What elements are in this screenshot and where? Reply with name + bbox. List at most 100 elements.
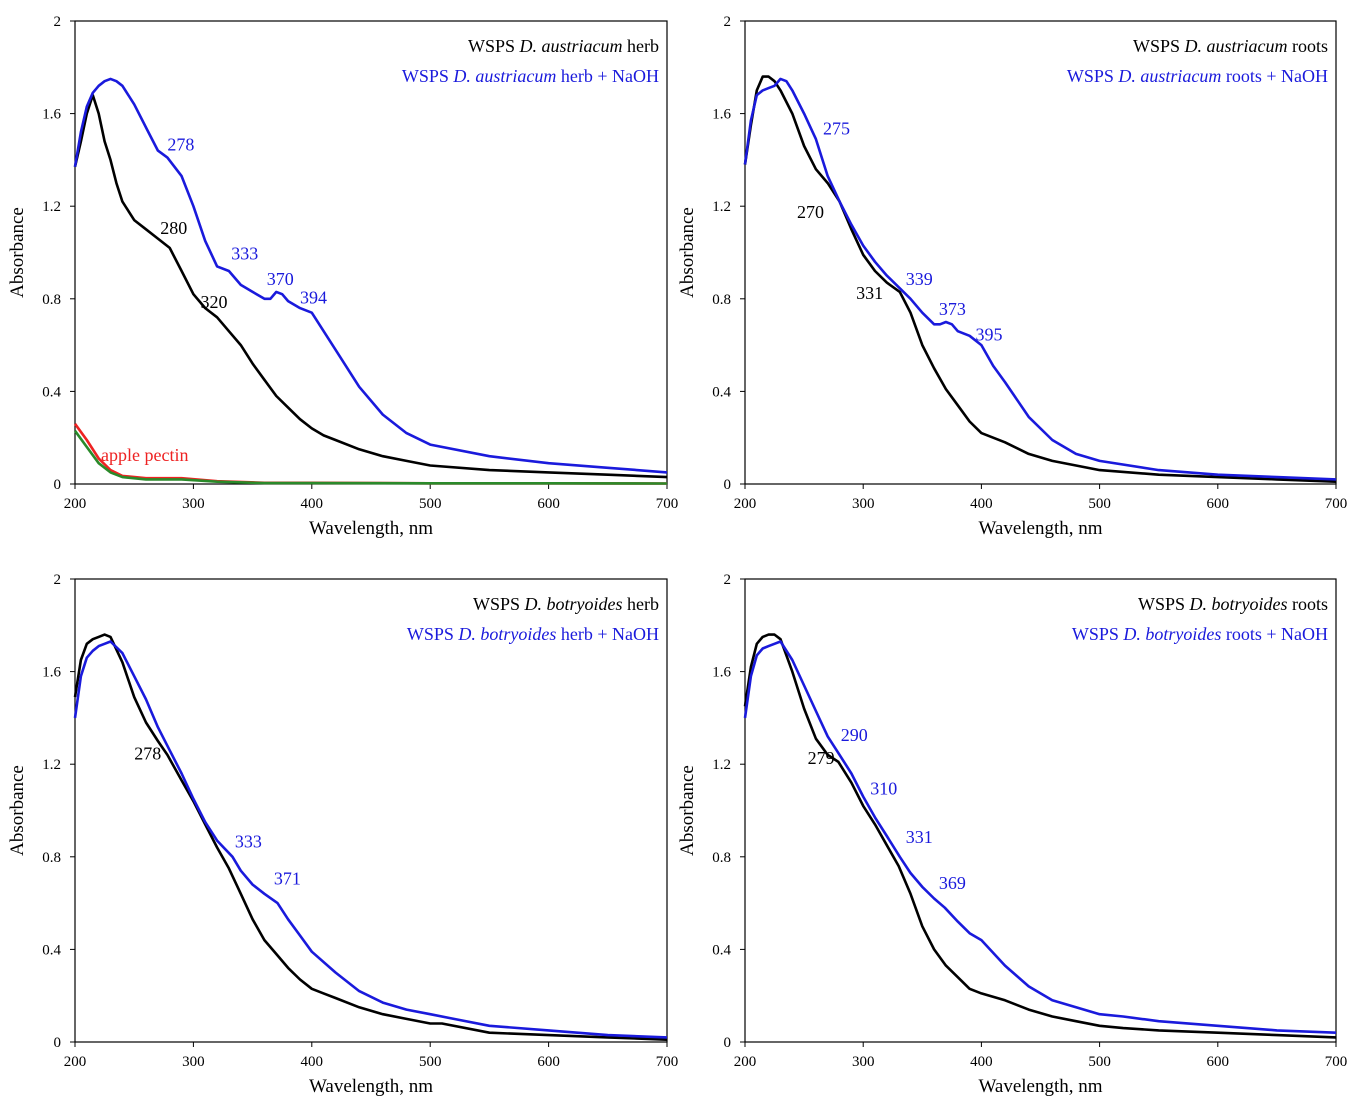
legend-species: D. botryoides [524, 594, 623, 614]
legend-entry: WSPS D. austriacum herb + NaOH [402, 66, 659, 86]
y-tick-label: 1.2 [42, 757, 61, 773]
peak-annotation: 333 [235, 832, 262, 852]
x-tick-label: 700 [656, 1054, 679, 1070]
y-tick-label: 0.4 [42, 942, 61, 958]
legend-suffix: roots [1288, 594, 1329, 614]
x-axis-label: Wavelength, nm [978, 518, 1102, 539]
legend-species: D. austriacum [1184, 36, 1288, 56]
legend-suffix: roots + NaOH [1221, 624, 1328, 644]
x-axis-label: Wavelength, nm [309, 1076, 433, 1097]
y-tick-label: 0.4 [42, 384, 61, 400]
legend-prefix: WSPS [473, 594, 525, 614]
legend-entry: WSPS D. botryoides roots + NaOH [1072, 624, 1328, 644]
y-axis-label: Absorbance [7, 207, 28, 298]
x-tick-label: 600 [1207, 1054, 1230, 1070]
peak-annotation: 275 [823, 118, 850, 138]
legend-entry: WSPS D. botryoides herb + NaOH [407, 624, 659, 644]
x-tick-label: 500 [419, 496, 442, 512]
chart-panel-2: 200 300 400 500 600 700 0 0.4 0.8 1.2 1.6 2 Waveleng… [677, 14, 1347, 539]
x-tick-label: 600 [1207, 496, 1230, 512]
y-tick-label: 1.6 [712, 665, 731, 681]
legend-prefix: WSPS [1133, 36, 1185, 56]
legend-species: D. botryoides [457, 624, 556, 644]
plot-frame [74, 20, 668, 485]
y-tick-label: 2 [724, 572, 732, 588]
x-tick-label: 400 [970, 496, 993, 512]
y-axis-label: Absorbance [677, 207, 698, 298]
peak-annotation: 270 [797, 202, 824, 222]
legend-species: D. austriacum [519, 36, 623, 56]
peak-annotation: 373 [939, 299, 966, 319]
peak-annotation: apple pectin [101, 445, 188, 465]
legend-species: D. austriacum [452, 66, 556, 86]
series-line-series-4 [73, 430, 668, 485]
legend-species: D. botryoides [1189, 594, 1288, 614]
chart-panel-3: 200 300 400 500 600 700 0 0.4 0.8 1.2 1.6 2 Waveleng… [7, 572, 678, 1097]
y-tick-label: 1.2 [42, 199, 61, 215]
legend-suffix: herb + NaOH [556, 624, 659, 644]
legend-species: D. botryoides [1122, 624, 1221, 644]
peak-annotation: 394 [300, 287, 327, 307]
x-tick-label: 500 [1088, 1054, 1111, 1070]
legend-entry: WSPS D. botryoides roots [1138, 594, 1328, 614]
series-line-wsps-d-austriacum-roots-naoh [743, 77, 1337, 481]
y-tick-label: 0 [724, 477, 732, 493]
legend-prefix: WSPS [402, 66, 454, 86]
x-axis-label: Wavelength, nm [978, 1076, 1102, 1097]
y-tick-label: 0 [724, 1035, 732, 1051]
plot-frame [744, 20, 1337, 485]
x-tick-label: 200 [64, 496, 87, 512]
x-tick-label: 700 [1325, 1054, 1348, 1070]
series-line-wsps-d-austriacum-roots [743, 75, 1337, 483]
x-tick-label: 700 [656, 496, 679, 512]
y-tick-label: 0.8 [712, 850, 731, 866]
legend-suffix: herb [623, 36, 659, 56]
peak-annotation: 278 [134, 744, 161, 764]
x-tick-label: 400 [970, 1054, 993, 1070]
peak-annotation: 280 [160, 218, 187, 238]
peak-annotation: 331 [906, 827, 933, 847]
peak-annotation: 331 [856, 283, 883, 303]
peak-annotation: 369 [939, 873, 966, 893]
x-axis-label: Wavelength, nm [309, 518, 433, 539]
x-tick-label: 700 [1325, 496, 1348, 512]
y-tick-label: 1.6 [712, 107, 731, 123]
legend-suffix: herb [623, 594, 659, 614]
y-tick-label: 0.4 [712, 942, 731, 958]
y-tick-label: 2 [54, 572, 62, 588]
plot-frame [74, 578, 668, 1043]
y-tick-label: 0 [54, 477, 62, 493]
legend-entry: WSPS D. botryoides herb [473, 594, 659, 614]
peak-annotation: 333 [231, 243, 258, 263]
y-axis-label: Absorbance [7, 765, 28, 856]
legend-entry: WSPS D. austriacum roots + NaOH [1067, 66, 1328, 86]
peak-annotation: 310 [870, 778, 897, 798]
y-tick-label: 2 [724, 14, 732, 30]
series-line-wsps-d-botryoides-herb-naoh [73, 640, 668, 1039]
legend-prefix: WSPS [1067, 66, 1119, 86]
y-tick-label: 0.4 [712, 384, 731, 400]
legend-prefix: WSPS [1072, 624, 1124, 644]
plot-frame [744, 578, 1337, 1043]
x-tick-label: 500 [1088, 496, 1111, 512]
y-tick-label: 1.6 [42, 107, 61, 123]
legend-prefix: WSPS [407, 624, 459, 644]
x-tick-label: 300 [852, 496, 875, 512]
legend-entry: WSPS D. austriacum roots [1133, 36, 1328, 56]
x-tick-label: 400 [301, 496, 324, 512]
peak-annotation: 371 [274, 869, 301, 889]
legend-suffix: herb + NaOH [556, 66, 659, 86]
legend-suffix: roots + NaOH [1221, 66, 1328, 86]
legend-suffix: roots [1288, 36, 1329, 56]
x-tick-label: 300 [182, 1054, 205, 1070]
x-tick-label: 200 [734, 496, 757, 512]
legend-species: D. austriacum [1117, 66, 1221, 86]
y-tick-label: 1.2 [712, 199, 731, 215]
y-tick-label: 0.8 [712, 292, 731, 308]
legend-prefix: WSPS [468, 36, 520, 56]
y-axis-label: Absorbance [677, 765, 698, 856]
x-tick-label: 300 [852, 1054, 875, 1070]
series-line-wsps-d-botryoides-roots-naoh [743, 640, 1337, 1034]
peak-annotation: 395 [975, 324, 1002, 344]
